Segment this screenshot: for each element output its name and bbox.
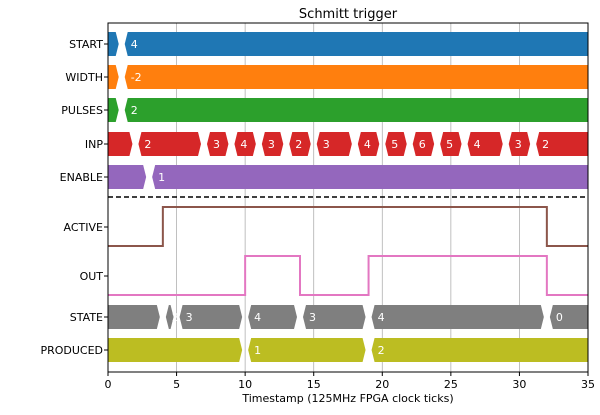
bus-value-label: -2 (131, 71, 142, 84)
signals-layer: 4-222 3 4 3 2 3 4 5 6 5 4 3 212 3 4 3 4 01 2 (108, 32, 588, 362)
signal-start: 4 (108, 32, 588, 56)
bus-segment (467, 132, 503, 156)
bus-value-label: 4 (364, 138, 371, 151)
x-tick-label: 25 (444, 378, 458, 391)
bus-value-label: 2 (144, 138, 151, 151)
bus-segment (124, 65, 588, 89)
bus-segment (152, 165, 588, 189)
bus-segment (179, 305, 243, 329)
bus-segment (165, 305, 174, 329)
bus-segment (549, 305, 588, 329)
bus-segment (371, 305, 544, 329)
x-tick-label: 0 (105, 378, 112, 391)
bus-value-label: 2 (542, 138, 549, 151)
chart-title: Schmitt trigger (299, 7, 398, 22)
x-tick-label: 10 (238, 378, 252, 391)
signal-label: STATE (70, 311, 103, 324)
bus-value-label: 3 (323, 138, 330, 151)
signal-label: PULSES (61, 104, 103, 117)
bus-value-label: 4 (474, 138, 481, 151)
bus-value-label: 1 (254, 344, 261, 357)
bus-segment (371, 338, 588, 362)
x-tick-label: 5 (173, 378, 180, 391)
signal-width: -2 (108, 65, 588, 89)
bus-value-label: 4 (254, 311, 261, 324)
x-axis-ticks: 0 5 10 15 20 25 30 35 (105, 372, 595, 391)
bus-value-label: 4 (378, 311, 385, 324)
bus-value-label: 3 (268, 138, 275, 151)
signal-enable: 1 (108, 165, 588, 189)
bus-segment (508, 132, 531, 156)
signal-active (108, 206, 588, 247)
x-tick-label: 35 (581, 378, 595, 391)
bus-value-label: 0 (556, 311, 563, 324)
bus-segment (289, 132, 311, 156)
bus-segment (357, 132, 380, 156)
bit-waveform (108, 206, 588, 247)
bus-value-label: 5 (391, 138, 398, 151)
bus-segment (108, 65, 119, 89)
bus-segment (108, 98, 119, 122)
signal-label: ENABLE (60, 171, 103, 184)
bus-segment (138, 132, 201, 156)
bus-segment (207, 132, 229, 156)
bus-segment (234, 132, 256, 156)
bus-value-label: 3 (186, 311, 193, 324)
bus-value-label: 1 (158, 171, 165, 184)
bus-value-label: 3 (515, 138, 522, 151)
bus-segment (108, 32, 119, 56)
plot-frame (107, 22, 589, 373)
x-tick-label: 20 (375, 378, 389, 391)
bus-value-label: 2 (131, 104, 138, 117)
bus-segment (316, 132, 352, 156)
bus-segment (108, 305, 160, 329)
bus-value-label: 2 (172, 311, 179, 324)
bus-value-label: 3 (213, 138, 220, 151)
bus-segment (124, 32, 588, 56)
bus-segment (248, 338, 366, 362)
bus-value-label: 2 (378, 344, 385, 357)
bus-segment (108, 165, 147, 189)
bus-value-label: 2 (295, 138, 302, 151)
signal-out (108, 255, 588, 296)
bus-segment (412, 132, 435, 156)
signal-labels: START WIDTH PULSES INP ENABLE ACTIVE OUT STATE P… (40, 38, 108, 357)
bus-segment (303, 305, 366, 329)
bus-value-label: 4 (240, 138, 247, 151)
bus-segment (124, 98, 588, 122)
bus-value-label: 4 (131, 38, 138, 51)
bus-segment (108, 132, 133, 156)
bus-segment (261, 132, 284, 156)
signal-label: INP (85, 138, 103, 151)
bus-value-label: 3 (309, 311, 316, 324)
bus-segment (385, 132, 407, 156)
x-tick-label: 15 (307, 378, 321, 391)
signal-label: ACTIVE (64, 221, 104, 234)
bit-waveform (108, 255, 588, 296)
bus-segment (440, 132, 462, 156)
signal-label: OUT (80, 270, 104, 283)
signal-label: START (69, 38, 103, 51)
x-tick-label: 30 (512, 378, 526, 391)
signal-label: PRODUCED (40, 344, 103, 357)
signal-label: WIDTH (65, 71, 103, 84)
x-axis-label: Timestamp (125MHz FPGA clock ticks) (241, 392, 453, 405)
bus-value-label: 6 (419, 138, 426, 151)
bus-segment (536, 132, 588, 156)
signal-pulses: 2 (108, 98, 588, 122)
bus-value-label: 5 (446, 138, 453, 151)
bus-segment (248, 305, 297, 329)
axes-layer (107, 22, 589, 373)
signal-inp: 2 3 4 3 2 3 4 5 6 5 4 3 2 (108, 132, 588, 156)
bus-segment (108, 338, 243, 362)
